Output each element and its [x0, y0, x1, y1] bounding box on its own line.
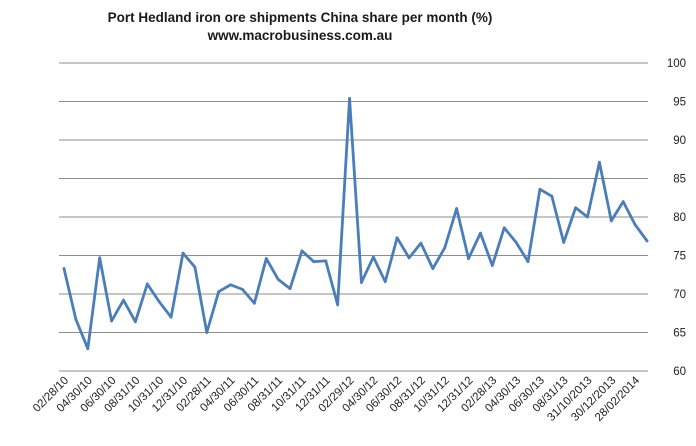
data-point — [621, 200, 625, 204]
data-point — [276, 277, 280, 281]
y-tick-label: 75 — [673, 251, 686, 263]
data-point — [598, 160, 601, 164]
data-point — [574, 206, 578, 210]
data-point — [633, 223, 637, 227]
y-axis-tick-labels: 60 65 70 75 80 85 90 95 100 — [667, 58, 686, 378]
data-point — [467, 257, 470, 260]
data-point — [371, 255, 375, 259]
data-point — [145, 282, 149, 286]
data-point — [562, 241, 566, 244]
y-tick-label: 80 — [673, 212, 686, 224]
data-point — [455, 207, 459, 210]
series-layer — [62, 97, 649, 351]
data-point — [217, 290, 221, 294]
chart-subtitle: www.macrobusiness.com.au — [207, 28, 393, 43]
series-line — [62, 97, 649, 351]
data-point — [538, 187, 542, 191]
y-tick-label: 65 — [673, 328, 686, 340]
data-point — [74, 318, 78, 321]
data-point — [252, 301, 256, 305]
data-point — [645, 239, 649, 243]
data-point — [609, 219, 613, 223]
data-point — [169, 315, 173, 319]
y-tick-label: 90 — [673, 135, 686, 147]
y-tick-label: 60 — [673, 366, 686, 378]
data-point — [479, 231, 482, 235]
data-point — [133, 320, 137, 324]
data-point — [264, 257, 268, 260]
data-point — [586, 215, 589, 219]
data-point — [229, 283, 232, 287]
data-point — [407, 256, 411, 260]
y-tick-label: 100 — [667, 58, 686, 70]
data-point — [157, 300, 161, 304]
data-point — [431, 267, 435, 270]
data-point — [300, 249, 304, 253]
data-point — [419, 241, 423, 245]
data-point — [181, 251, 185, 255]
data-point — [193, 265, 197, 269]
data-point — [443, 246, 447, 250]
x-axis-tick-labels: 02/28/1004/30/1006/30/1008/31/1010/31/10… — [31, 374, 643, 424]
data-point — [312, 260, 316, 264]
gridlines — [59, 62, 648, 372]
data-point — [360, 281, 363, 284]
data-point — [336, 303, 340, 307]
y-tick-label: 85 — [673, 174, 686, 186]
data-point — [550, 194, 554, 198]
data-point — [395, 236, 399, 240]
data-point — [241, 287, 244, 291]
data-point — [86, 347, 90, 351]
data-point — [490, 264, 494, 267]
data-point — [98, 256, 102, 260]
data-point — [205, 331, 209, 334]
y-tick-label: 95 — [673, 97, 686, 109]
data-point — [514, 241, 518, 244]
data-point — [502, 226, 506, 230]
data-point — [110, 319, 113, 323]
y-tick-label: 70 — [673, 289, 686, 301]
data-point — [324, 259, 328, 263]
chart-title: Port Hedland iron ore shipments China sh… — [107, 10, 493, 25]
data-point — [526, 260, 530, 264]
data-point — [62, 267, 66, 270]
data-point — [383, 280, 387, 284]
data-point — [122, 298, 125, 302]
data-point — [348, 97, 351, 100]
data-point — [288, 287, 292, 291]
